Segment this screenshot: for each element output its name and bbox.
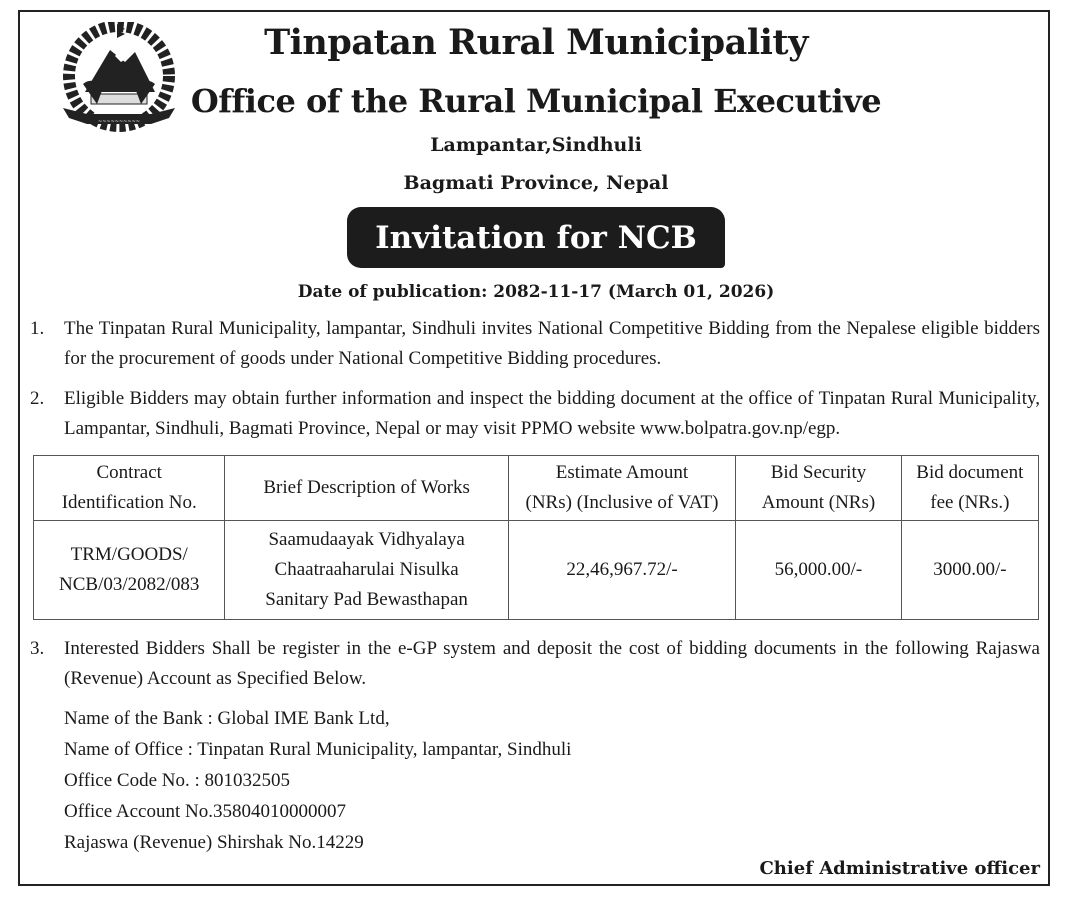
header-line: Brief Description of Works [263,477,470,498]
table-cell: TRM/GOODS/NCB/03/2082/083 [32,520,226,620]
address-line-2: Bagmati Province, Nepal [403,172,669,194]
bank-details: Name of the Bank : Global IME Bank Ltd, … [64,703,571,858]
paragraph-number: 2. [30,388,45,409]
page-title: Tinpatan Rural Municipality [264,22,808,63]
office-code: Office Code No. : 801032505 [64,770,291,791]
table-cell: Saamudaayak Vidhyalaya Chaatraaharulai Ni… [224,520,509,620]
paragraph-1: 1. The Tinpatan Rural Municipality, lamp… [30,314,1040,374]
office-name: Name of Office : Tinpatan Rural Municipa… [64,739,572,760]
table-cell: 3000.00/- [900,520,1040,620]
notice-border [18,10,1050,886]
header-line: Bid Security [770,462,867,483]
office-account: Office Account No.35804010000007 [64,801,346,822]
cell-line: Chaatraaharulai Nisulka [274,559,459,580]
publication-date: Date of publication: 2082-11-17 (March 0… [297,282,775,302]
table-row: TRM/GOODS/NCB/03/2082/083 Saamudaayak Vid… [32,520,1040,620]
paragraph-2: 2. Eligible Bidders may obtain further i… [30,384,1040,444]
column-header: Bid Security Amount (NRs) [735,455,902,521]
table-cell: 56,000.00/- [735,520,902,620]
address-line-1: Lampantar,Sindhuli [430,134,642,156]
svg-text:~~~~~~~~~~: ~~~~~~~~~~ [98,119,140,125]
paragraph-text: The Tinpatan Rural Municipality, lampant… [64,318,1040,369]
column-header: Bid document fee (NRs.) [900,455,1040,521]
header-line: Identification No. [61,492,197,513]
header-line: Contract [96,462,162,483]
signature-title: Chief Administrative officer [759,858,1040,879]
table-header-row: Contract Identification No. Brief Descript… [32,455,1040,521]
office-subtitle: Office of the Rural Municipal Executive [190,82,882,120]
cell-line: 22,46,967.72/- [566,559,678,580]
cell-line: 56,000.00/- [774,559,863,580]
column-header: Estimate Amount (NRs) (Inclusive of VAT) [507,455,737,521]
cell-line: NCB/03/2082/083 [59,574,200,595]
header-line: Estimate Amount [555,462,689,483]
nepal-government-emblem-icon: ~~~~~~~~~~ [63,22,175,132]
paragraph-text: Eligible Bidders may obtain further info… [64,388,1040,439]
header-line: (NRs) (Inclusive of VAT) [525,492,719,513]
paragraph-text: Interested Bidders Shall be register in … [64,638,1040,689]
paragraph-3: 3. Interested Bidders Shall be register … [30,634,1040,694]
column-header: Contract Identification No. [32,455,226,521]
revenue-heading: Rajaswa (Revenue) Shirshak No.14229 [64,832,364,853]
table-cell: 22,46,967.72/- [507,520,737,620]
paragraph-number: 1. [30,318,45,339]
column-header: Brief Description of Works [224,455,509,521]
header-line: fee (NRs.) [930,492,1010,513]
bank-name: Name of the Bank : Global IME Bank Ltd, [64,708,390,729]
cell-line: Sanitary Pad Bewasthapan [265,589,468,610]
paragraph-number: 3. [30,638,45,659]
cell-line: TRM/GOODS/ [70,544,188,565]
header-line: Bid document [916,462,1024,483]
cell-line: Saamudaayak Vidhyalaya [268,529,465,550]
notice-title-banner: Invitation for NCB [347,207,725,268]
header-line: Amount (NRs) [761,492,876,513]
cell-line: 3000.00/- [933,559,1007,580]
bid-table: Contract Identification No. Brief Descript… [32,455,1040,620]
